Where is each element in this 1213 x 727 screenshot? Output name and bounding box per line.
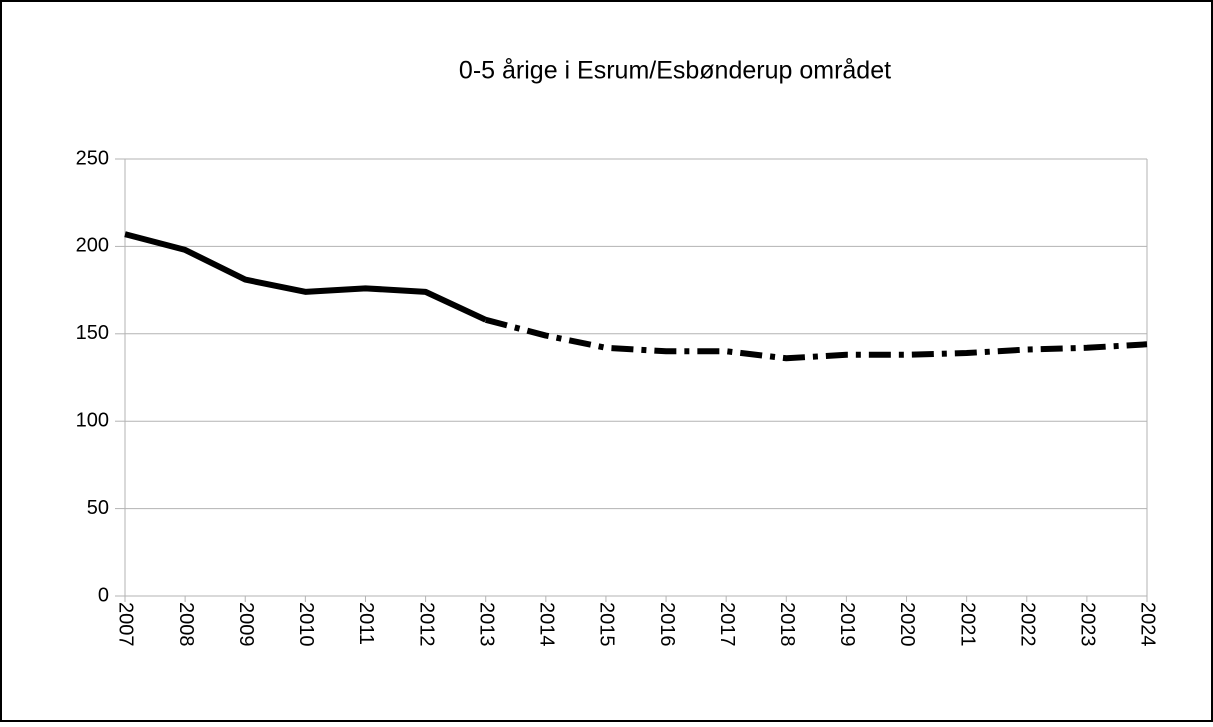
x-tick-label: 2016 <box>656 602 678 647</box>
x-tick-label: 2009 <box>235 602 257 647</box>
x-tick-label: 2014 <box>536 602 558 647</box>
data-line <box>124 231 487 323</box>
x-tick-label: 2017 <box>716 602 738 647</box>
y-tick-label: 150 <box>76 322 109 344</box>
y-tick-label: 50 <box>87 497 109 519</box>
x-tick-label: 2019 <box>836 602 858 647</box>
x-tick-label: 2024 <box>1137 602 1159 647</box>
x-tick-label: 2011 <box>355 602 377 645</box>
x-tick-label: 2008 <box>175 602 197 647</box>
chart-title: 0-5 årige i Esrum/Esbønderup området <box>459 57 891 85</box>
x-tick-label: 2007 <box>115 602 137 647</box>
x-tick-label: 2015 <box>596 602 618 647</box>
y-tick-label: 0 <box>98 584 109 606</box>
y-tick-label: 250 <box>76 147 109 169</box>
x-tick-label: 2012 <box>415 602 437 647</box>
x-tick-label: 2010 <box>295 602 317 647</box>
x-tick-label: 2018 <box>776 602 798 647</box>
data-line <box>484 316 1148 362</box>
y-tick-label: 100 <box>76 409 109 431</box>
x-tick-label: 2013 <box>475 602 497 647</box>
x-tick-label: 2023 <box>1077 602 1099 647</box>
x-tick-label: 2020 <box>896 602 918 647</box>
y-tick-label: 200 <box>76 235 109 257</box>
x-tick-label: 2022 <box>1016 602 1038 647</box>
x-tick-label: 2021 <box>956 602 978 647</box>
